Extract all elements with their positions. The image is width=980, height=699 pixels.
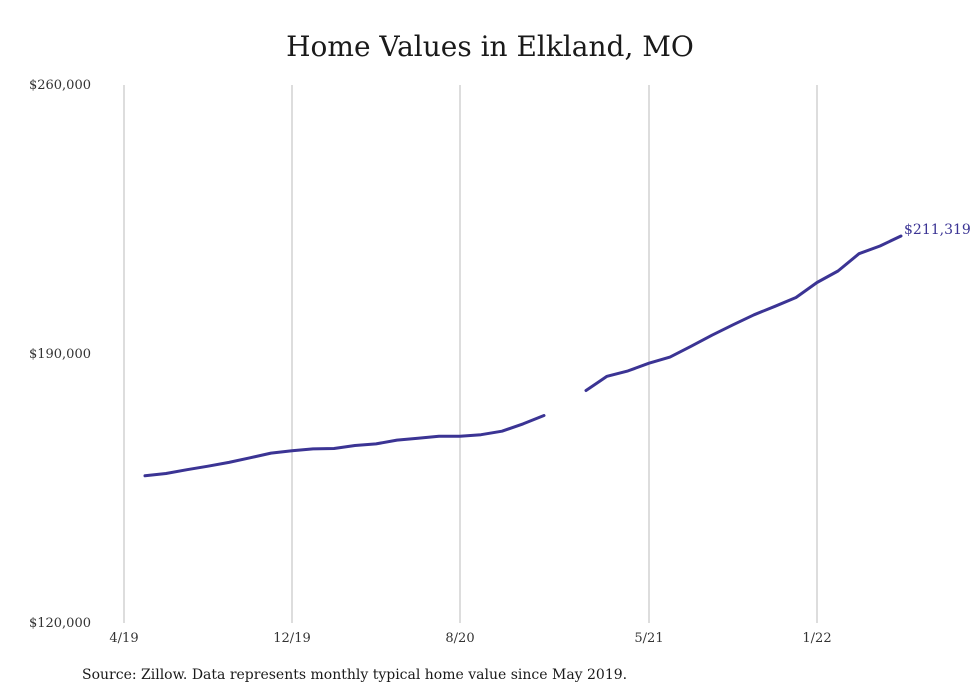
x-tick-label: 12/19 (273, 631, 310, 646)
source-note: Source: Zillow. Data represents monthly … (82, 667, 628, 683)
x-tick-label: 4/19 (109, 631, 138, 646)
x-tick-label: 8/20 (445, 631, 474, 646)
y-tick-label: $120,000 (29, 616, 91, 631)
x-tick-label: 1/22 (802, 631, 831, 646)
series-line (584, 234, 903, 392)
y-tick-label: $260,000 (29, 78, 91, 93)
chart-title: Home Values in Elkland, MO (286, 30, 694, 63)
end-value-label: $211,319 (904, 222, 971, 238)
y-tick-label: $190,000 (29, 347, 91, 362)
series-line (143, 414, 546, 478)
x-tick-label: 5/21 (634, 631, 663, 646)
